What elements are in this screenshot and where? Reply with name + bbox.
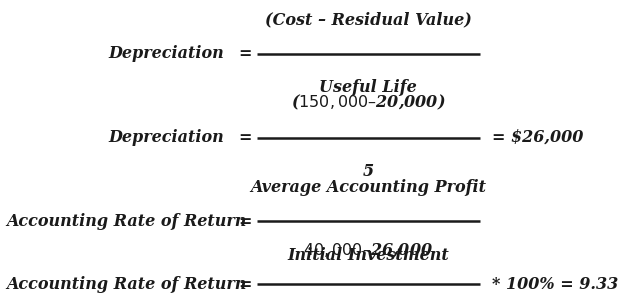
Text: Depreciation: Depreciation [108, 45, 224, 62]
Text: ($150,000 – $20,000): ($150,000 – $20,000) [291, 93, 446, 112]
Text: Average Accounting Profit: Average Accounting Profit [250, 179, 487, 196]
Text: =: = [238, 213, 251, 230]
Text: Depreciation: Depreciation [108, 129, 224, 146]
Text: = $26,000: = $26,000 [492, 129, 584, 146]
Text: Useful Life: Useful Life [319, 79, 417, 96]
Text: Accounting Rate of Return: Accounting Rate of Return [6, 276, 246, 292]
Text: Initial Investment: Initial Investment [287, 247, 449, 264]
Text: =: = [238, 45, 251, 62]
Text: Accounting Rate of Return: Accounting Rate of Return [6, 213, 246, 230]
Text: * 100% = 9.33%: * 100% = 9.33% [492, 276, 619, 292]
Text: =: = [238, 276, 251, 292]
Text: $40,000 – $26,000: $40,000 – $26,000 [303, 241, 433, 259]
Text: 5: 5 [363, 163, 374, 180]
Text: (Cost – Residual Value): (Cost – Residual Value) [265, 11, 472, 28]
Text: =: = [238, 129, 251, 146]
